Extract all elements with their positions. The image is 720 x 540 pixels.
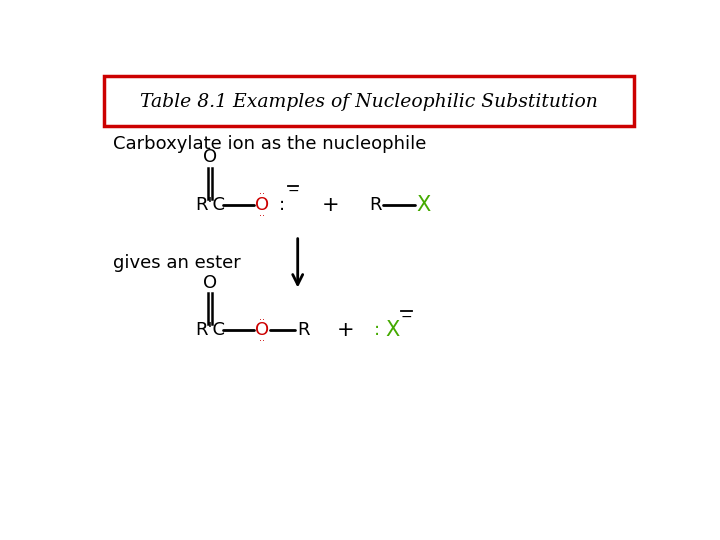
Text: X: X — [385, 320, 400, 340]
Text: ··: ·· — [259, 189, 265, 199]
Text: R'C: R'C — [195, 196, 225, 214]
Text: Table 8.1 Examples of Nucleophilic Substitution: Table 8.1 Examples of Nucleophilic Subst… — [140, 93, 598, 111]
Text: +: + — [337, 320, 354, 340]
Text: +: + — [321, 195, 339, 215]
Text: ··: ·· — [259, 315, 265, 325]
FancyBboxPatch shape — [104, 76, 634, 126]
Text: R: R — [297, 321, 310, 340]
Text: −: − — [400, 309, 412, 323]
Text: O: O — [255, 321, 269, 340]
Text: ··: ·· — [259, 211, 265, 221]
Text: −: − — [287, 184, 299, 198]
Text: Carboxylate ion as the nucleophile: Carboxylate ion as the nucleophile — [113, 135, 427, 153]
Text: :: : — [374, 321, 380, 340]
Text: X: X — [416, 195, 431, 215]
Text: :: : — [279, 196, 285, 214]
Text: R'C: R'C — [195, 321, 225, 340]
Text: R: R — [369, 196, 382, 214]
Text: O: O — [203, 148, 217, 166]
Text: ··: ·· — [259, 336, 265, 346]
Text: O: O — [255, 196, 269, 214]
Text: O: O — [203, 274, 217, 292]
Text: gives an ester: gives an ester — [113, 254, 241, 273]
